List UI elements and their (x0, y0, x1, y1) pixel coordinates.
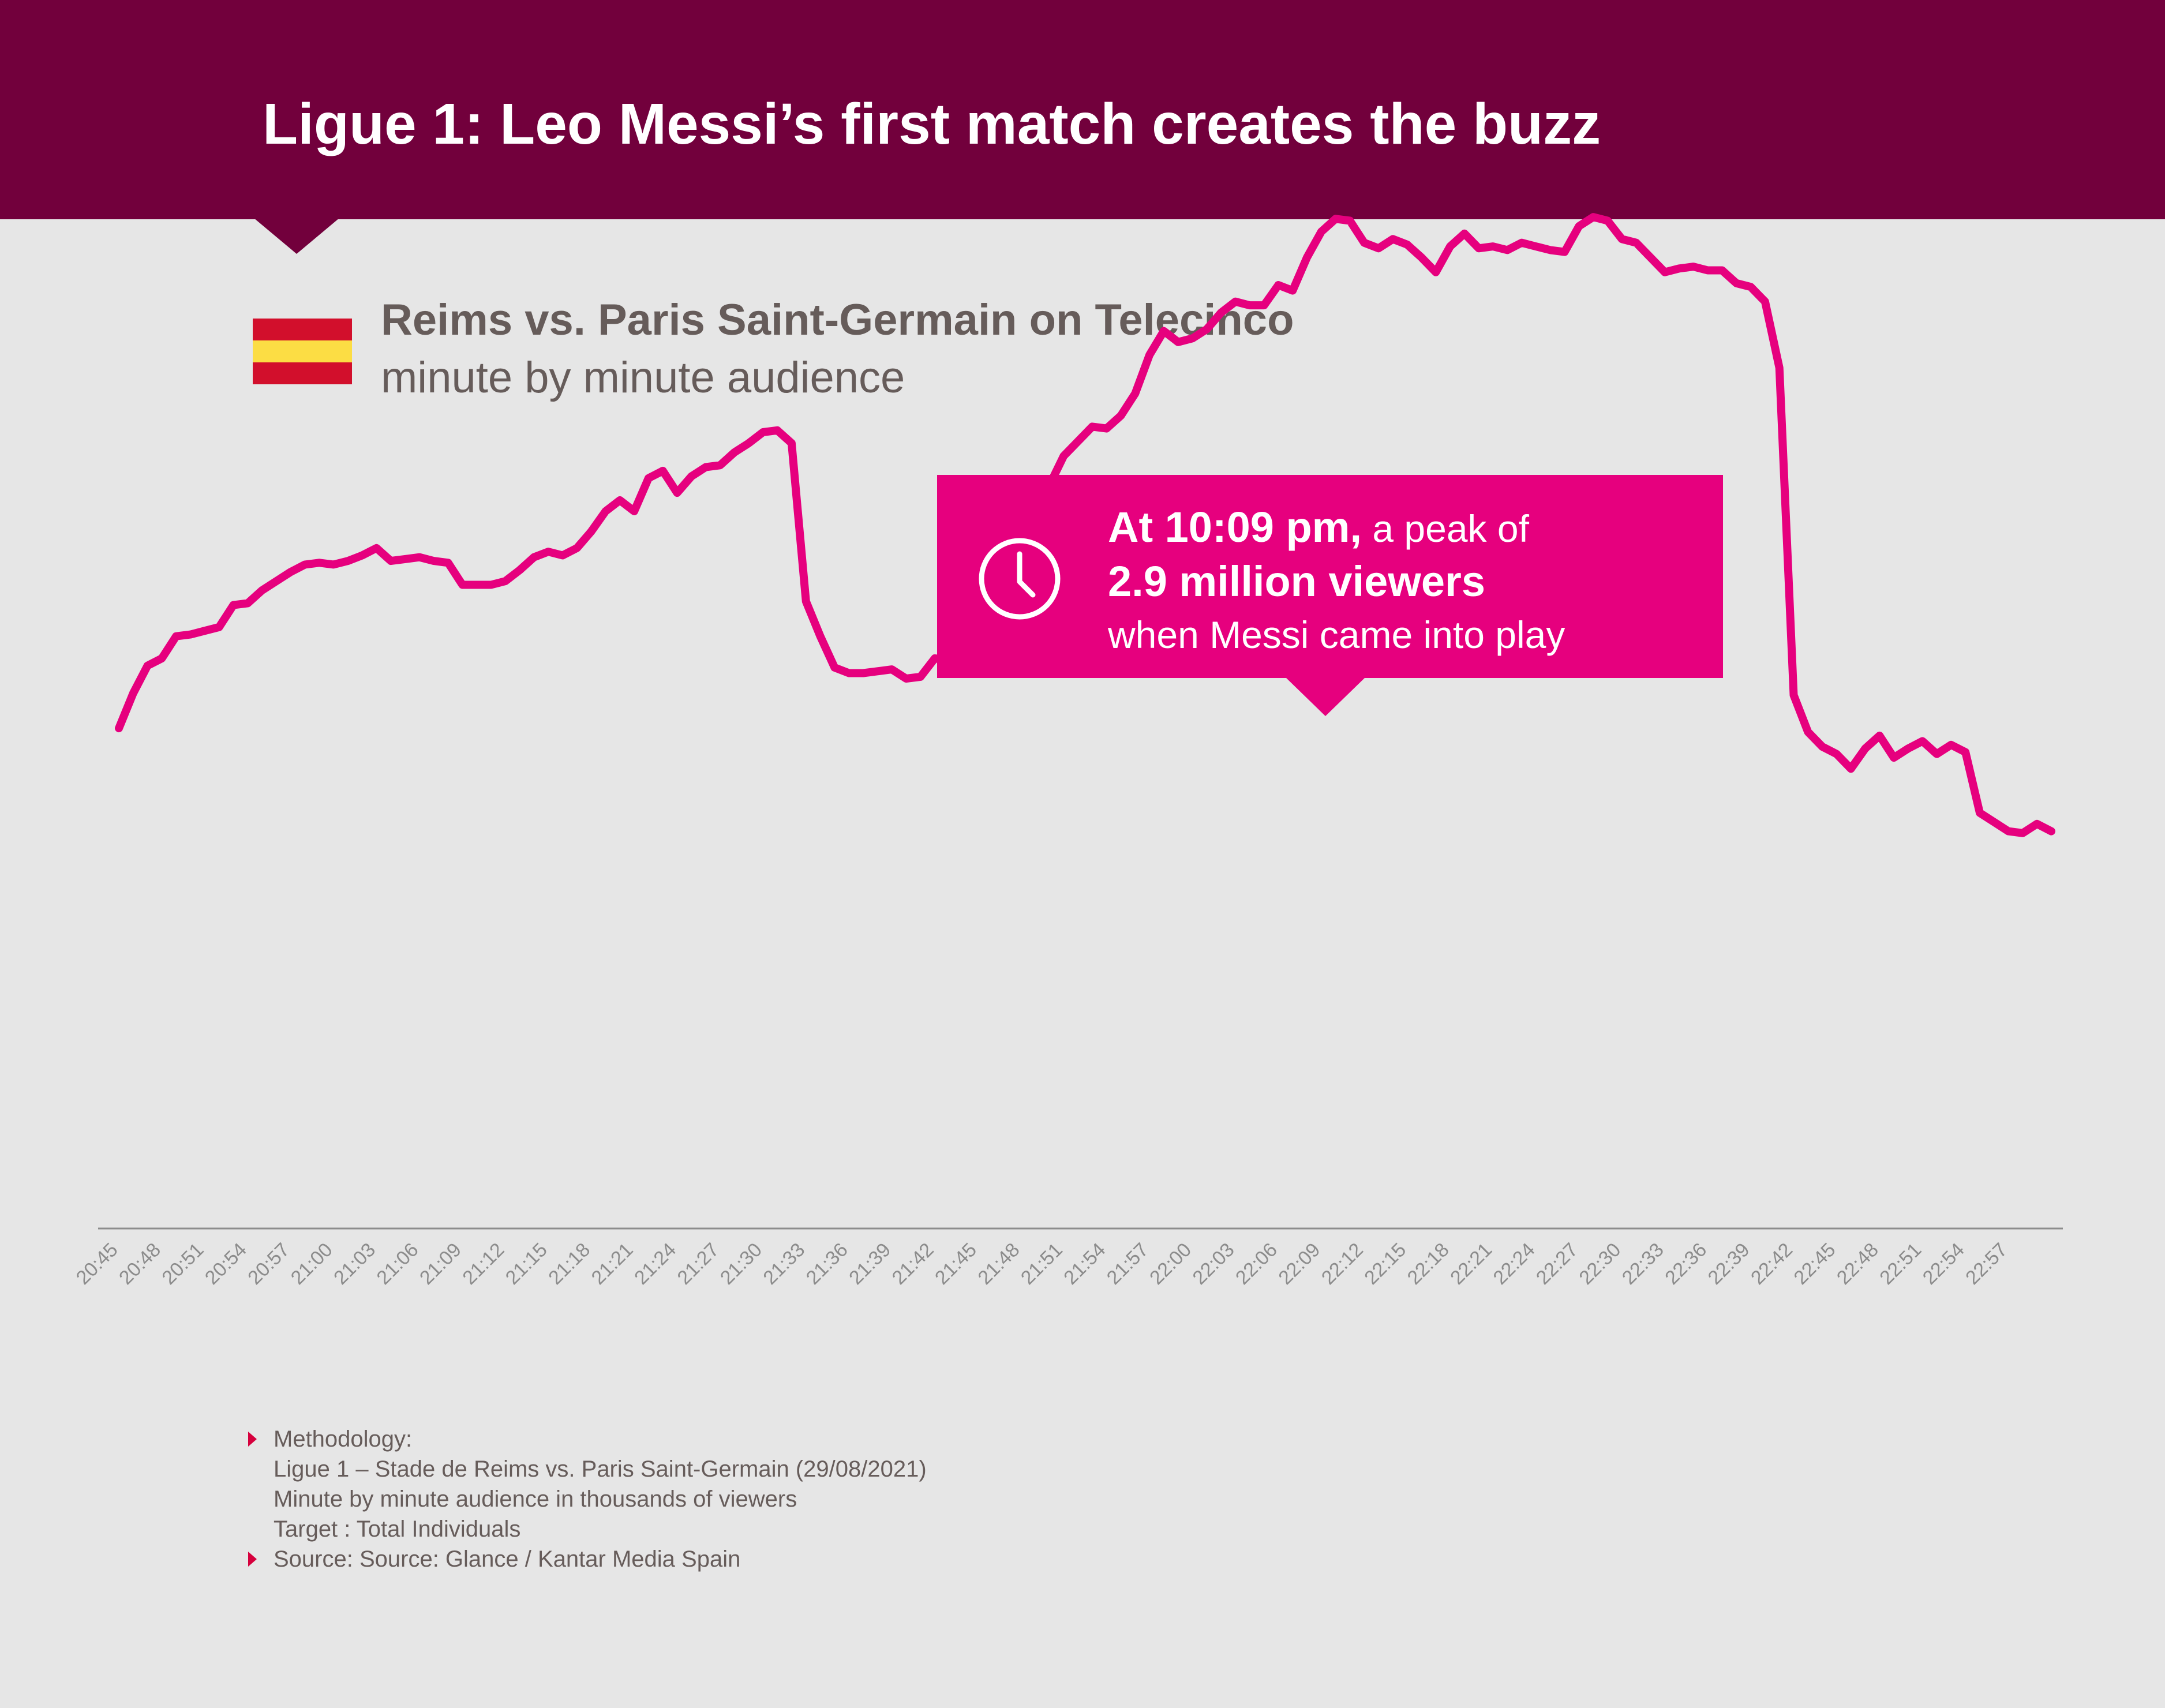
x-tick-label: 22:57 (1961, 1239, 2012, 1289)
source-note: Source: Source: Glance / Kantar Media Sp… (248, 1544, 927, 1574)
x-tick-label: 21:24 (630, 1239, 680, 1289)
peak-intro: a peak of (1362, 507, 1529, 550)
x-tick-label: 22:48 (1833, 1239, 1883, 1289)
x-tick-label: 21:42 (888, 1239, 938, 1289)
x-tick-label: 21:57 (1103, 1239, 1153, 1289)
x-tick-label: 21:12 (458, 1239, 508, 1289)
x-tick-label: 21:30 (716, 1239, 766, 1289)
x-tick-label: 20:51 (158, 1239, 208, 1289)
clock-icon (979, 538, 1061, 620)
x-tick-label: 21:48 (973, 1239, 1024, 1289)
bullet-arrow-icon (248, 1552, 257, 1567)
methodology-note: Methodology: Ligue 1 – Stade de Reims vs… (248, 1424, 927, 1544)
footnotes: Methodology: Ligue 1 – Stade de Reims vs… (248, 1424, 927, 1574)
x-tick-label: 22:21 (1446, 1239, 1496, 1289)
x-tick-label: 20:57 (244, 1239, 294, 1289)
spain-flag-icon (253, 319, 352, 384)
bullet-arrow-icon (248, 1432, 257, 1447)
peak-time: At 10:09 pm, (1108, 503, 1362, 551)
x-tick-label: 22:03 (1189, 1239, 1239, 1289)
header-banner: Ligue 1: Leo Messi’s first match creates… (0, 0, 2165, 219)
x-tick-label: 21:27 (673, 1239, 724, 1289)
x-tick-label: 21:18 (544, 1239, 594, 1289)
x-tick-label: 22:51 (1875, 1239, 1926, 1289)
peak-callout: At 10:09 pm, a peak of 2.9 million viewe… (937, 475, 1723, 678)
methodology-line: Ligue 1 – Stade de Reims vs. Paris Saint… (274, 1456, 927, 1482)
x-tick-label: 21:00 (287, 1239, 337, 1289)
header-pointer (254, 218, 339, 254)
x-tick-label: 20:54 (201, 1239, 251, 1289)
x-tick-label: 20:48 (115, 1239, 165, 1289)
source-label: Source: Source: Glance / Kantar Media Sp… (274, 1546, 741, 1572)
x-tick-label: 22:06 (1231, 1239, 1282, 1289)
x-tick-label: 21:15 (501, 1239, 552, 1289)
page-title: Ligue 1: Leo Messi’s first match creates… (263, 92, 1601, 156)
chart-title: Reims vs. Paris Saint-Germain on Telecin… (381, 295, 1294, 344)
peak-description: when Messi came into play (1108, 613, 1565, 656)
methodology-line: Minute by minute audience in thousands o… (274, 1486, 797, 1512)
x-tick-label: 22:45 (1790, 1239, 1840, 1289)
x-tick-label: 22:12 (1317, 1239, 1368, 1289)
x-tick-label: 22:27 (1532, 1239, 1582, 1289)
chart-subtitle: minute by minute audience (381, 353, 905, 402)
x-tick-label: 22:33 (1618, 1239, 1668, 1289)
x-tick-label: 21:21 (587, 1239, 638, 1289)
x-tick-labels: 20:4520:4820:5120:5420:5721:0021:0321:06… (72, 1239, 2012, 1289)
x-tick-label: 22:00 (1145, 1239, 1196, 1289)
x-tick-label: 22:30 (1575, 1239, 1625, 1289)
x-tick-label: 22:54 (1919, 1239, 1969, 1289)
x-tick-label: 21:54 (1059, 1239, 1110, 1289)
peak-value: 2.9 million viewers (1108, 557, 1485, 605)
x-tick-label: 21:09 (415, 1239, 466, 1289)
methodology-line: Target : Total Individuals (274, 1516, 521, 1542)
x-tick-label: 22:15 (1360, 1239, 1410, 1289)
x-tick-label: 20:45 (72, 1239, 122, 1289)
x-tick-label: 21:39 (845, 1239, 895, 1289)
x-tick-label: 22:36 (1661, 1239, 1711, 1289)
x-tick-label: 21:36 (802, 1239, 852, 1289)
x-tick-label: 21:03 (329, 1239, 380, 1289)
x-tick-label: 22:18 (1403, 1239, 1454, 1289)
x-tick-label: 22:24 (1489, 1239, 1540, 1289)
x-tick-label: 21:51 (1017, 1239, 1067, 1289)
x-tick-label: 22:42 (1747, 1239, 1797, 1289)
audience-line (115, 213, 2055, 837)
x-tick-label: 21:06 (373, 1239, 423, 1289)
x-tick-label: 22:39 (1704, 1239, 1754, 1289)
methodology-label: Methodology: (274, 1426, 413, 1452)
x-tick-label: 22:09 (1274, 1239, 1324, 1289)
x-tick-label: 21:33 (759, 1239, 809, 1289)
x-tick-label: 21:45 (931, 1239, 981, 1289)
callout-pointer (1285, 677, 1366, 716)
